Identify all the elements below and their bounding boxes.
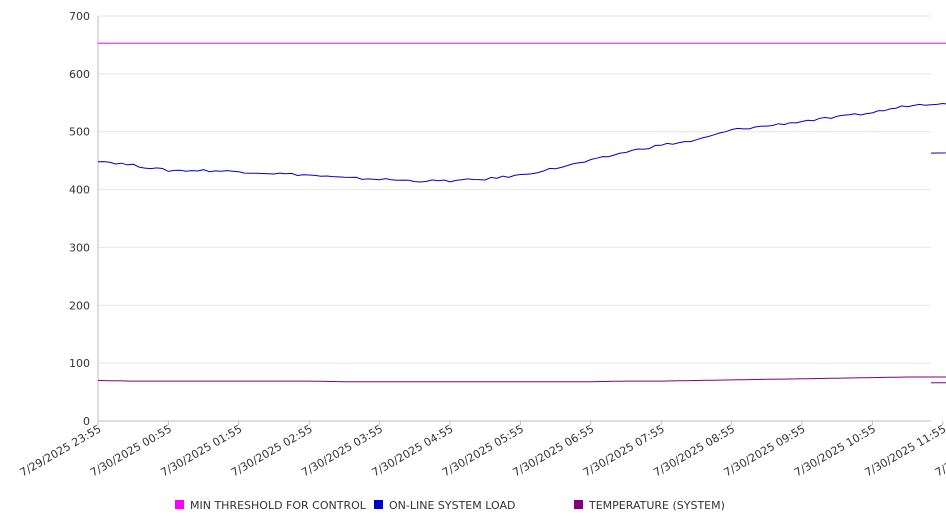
legend-label: ON-LINE SYSTEM LOAD (389, 499, 515, 512)
y-tick-label: 100 (69, 357, 90, 370)
series-line (97, 376, 946, 384)
y-tick-label: 700 (69, 10, 90, 23)
grid-lines (98, 15, 931, 364)
axes (97, 16, 931, 422)
series-lines (97, 42, 946, 384)
legend-swatch (374, 500, 383, 509)
y-tick-label: 400 (69, 184, 90, 197)
y-tick-label: 300 (69, 241, 90, 254)
y-tick-label: 500 (69, 126, 90, 139)
y-tick-label: 600 (69, 68, 90, 81)
y-axis-ticks: 0 100 200 300 400 500 600 700 (69, 10, 90, 428)
y-tick-label: 200 (69, 299, 90, 312)
legend-label: MIN THRESHOLD FOR CONTROL (190, 499, 367, 512)
legend-swatch (574, 500, 583, 509)
series-line (97, 102, 946, 183)
legend: MIN THRESHOLD FOR CONTROL ON-LINE SYSTEM … (175, 499, 725, 512)
x-axis-ticks: 7/29/2025 23:557/30/2025 00:557/30/2025 … (18, 421, 946, 479)
legend-swatch (175, 500, 184, 509)
y-tick-label: 0 (83, 415, 90, 428)
legend-label: TEMPERATURE (SYSTEM) (588, 499, 725, 512)
